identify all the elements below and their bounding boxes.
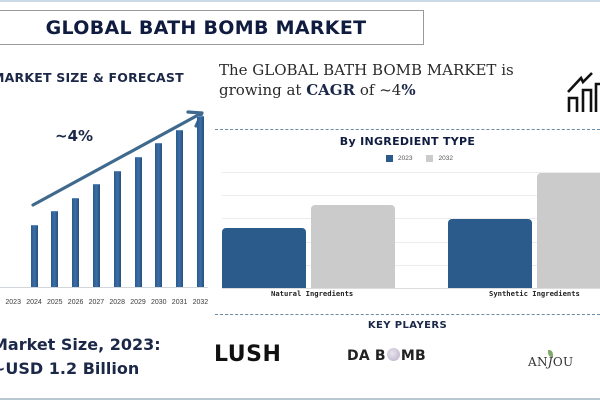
- legend-swatch-2032: [426, 155, 434, 162]
- market-size-label: Market Size, 2023:: [0, 335, 161, 354]
- bar-natural-ingredients-2032: [311, 205, 395, 288]
- page-title: GLOBAL BATH BOMB MARKET: [45, 16, 367, 39]
- legend-swatch-2023: [386, 155, 393, 162]
- ingredient-chart-title: By INGREDIENT TYPE: [339, 135, 476, 148]
- gridline: [222, 218, 600, 219]
- cagr-annotation: ~4%: [55, 127, 94, 145]
- x-tick-label: 2031: [171, 299, 188, 306]
- gridline: [222, 265, 600, 266]
- title-banner: GLOBAL BATH BOMB MARKET: [0, 10, 424, 45]
- key-players-title: KEY PLAYERS: [367, 320, 448, 331]
- divider-bottom: [215, 314, 600, 315]
- gridline: [222, 172, 600, 173]
- ingredient-legend: 2023 2032: [386, 155, 453, 162]
- bar-natural-ingredients-2023: [222, 228, 306, 288]
- lush-logo: LUSH: [214, 342, 282, 367]
- legend-item-2032: 2032: [426, 155, 453, 162]
- x-tick-label: 2027: [88, 299, 105, 306]
- forecast-bar-2031: [176, 130, 184, 287]
- forecast-bar-2032: [196, 116, 204, 287]
- gridline: [222, 242, 600, 243]
- bar-synthetic-ingredients-2023: [448, 219, 532, 288]
- x-tick-label: 2025: [47, 299, 63, 306]
- headline-line1: The GLOBAL BATH BOMB MARKET is: [219, 61, 514, 79]
- forecast-bar-2027: [92, 184, 100, 287]
- anjou-logo: ANJOU: [528, 355, 574, 369]
- x-tick-label: 2028: [109, 299, 125, 306]
- forecast-bar-2024: [30, 225, 38, 287]
- forecast-bar-2026: [72, 198, 80, 287]
- ingredient-bar-chart: [222, 165, 600, 290]
- x-tick-label: 2023: [5, 299, 21, 306]
- forecast-bar-2029: [134, 157, 142, 287]
- forecast-bar-chart: ~4% 2023 2024 2025 2026 2027 2028 2029 2030 2031…: [0, 100, 215, 315]
- divider-top: [215, 129, 600, 130]
- top-border: [0, 0, 600, 2]
- x-tick-label: 2026: [67, 299, 84, 306]
- bath-bomb-icon: [386, 348, 400, 361]
- forecast-bar-2030: [155, 143, 163, 287]
- x-tick-label: 2029: [130, 299, 146, 306]
- x-tick-label: 2030: [151, 299, 167, 306]
- x-tick-label: 2032: [192, 299, 209, 306]
- category-label-natural: Natural Ingredients: [271, 289, 354, 298]
- forecast-bar-2028: [113, 171, 121, 287]
- legend-item-2023: 2023: [386, 155, 412, 162]
- gridline: [222, 195, 600, 196]
- market-size-value: Market Size, 2023: ~USD 1.2 Billion: [0, 333, 161, 381]
- category-label-synthetic: Synthetic Ingredients: [489, 289, 580, 298]
- market-size-amount: ~USD 1.2 Billion: [0, 359, 140, 378]
- x-axis: [0, 287, 208, 288]
- bar-synthetic-ingredients-2032: [537, 173, 600, 288]
- x-tick-label: 2024: [26, 299, 42, 306]
- da-bomb-logo: DA B MB: [347, 348, 426, 364]
- leaf-icon: [548, 350, 553, 357]
- growth-chart-house-icon: [567, 72, 600, 112]
- headline-line2: growing at CAGR of ~4%: [219, 81, 416, 99]
- headline-text: The GLOBAL BATH BOMB MARKET is growing a…: [219, 60, 514, 100]
- forecast-bar-2025: [51, 211, 59, 287]
- baseline: [222, 288, 600, 289]
- bottom-border: [0, 398, 600, 400]
- market-size-forecast-title: MARKET SIZE & FORECAST: [0, 70, 184, 85]
